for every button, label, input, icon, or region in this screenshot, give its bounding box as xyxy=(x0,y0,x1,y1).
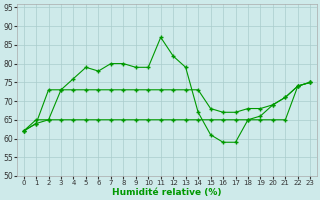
X-axis label: Humidité relative (%): Humidité relative (%) xyxy=(112,188,222,197)
